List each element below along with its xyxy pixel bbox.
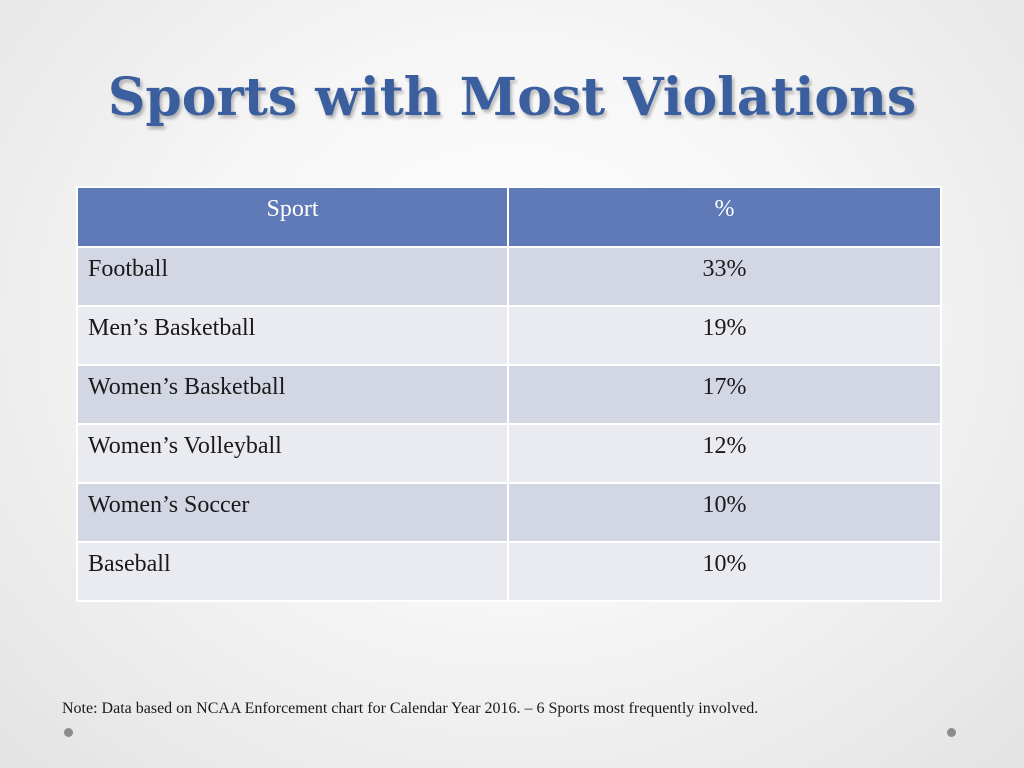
percent-cell: 10% bbox=[507, 482, 942, 543]
sport-cell: Men’s Basketball bbox=[76, 305, 509, 366]
slide-title: Sports with Most Violations bbox=[107, 67, 917, 128]
header-sport: Sport bbox=[76, 186, 509, 248]
table-row: Women’s Volleyball 12% bbox=[76, 423, 942, 484]
percent-cell: 19% bbox=[507, 305, 942, 366]
table-row: Women’s Soccer 10% bbox=[76, 482, 942, 543]
sport-cell: Women’s Basketball bbox=[76, 364, 509, 425]
header-percent: % bbox=[507, 186, 942, 248]
violations-table-container: Sport % Football 33% Men’s Basketball 19… bbox=[76, 186, 942, 602]
table-row: Football 33% bbox=[76, 246, 942, 307]
percent-cell: 10% bbox=[507, 541, 942, 602]
percent-cell: 33% bbox=[507, 246, 942, 307]
decorative-dot-left bbox=[64, 728, 73, 737]
sport-cell: Women’s Soccer bbox=[76, 482, 509, 543]
percent-cell: 12% bbox=[507, 423, 942, 484]
sport-cell: Football bbox=[76, 246, 509, 307]
table-row: Men’s Basketball 19% bbox=[76, 305, 942, 366]
table-row: Women’s Basketball 17% bbox=[76, 364, 942, 425]
decorative-dot-right bbox=[947, 728, 956, 737]
sport-cell: Women’s Volleyball bbox=[76, 423, 509, 484]
percent-cell: 17% bbox=[507, 364, 942, 425]
table-row: Baseball 10% bbox=[76, 541, 942, 602]
sport-cell: Baseball bbox=[76, 541, 509, 602]
footnote: Note: Data based on NCAA Enforcement cha… bbox=[62, 700, 759, 717]
table-header-row: Sport % bbox=[76, 186, 942, 248]
violations-table: Sport % Football 33% Men’s Basketball 19… bbox=[76, 186, 942, 602]
